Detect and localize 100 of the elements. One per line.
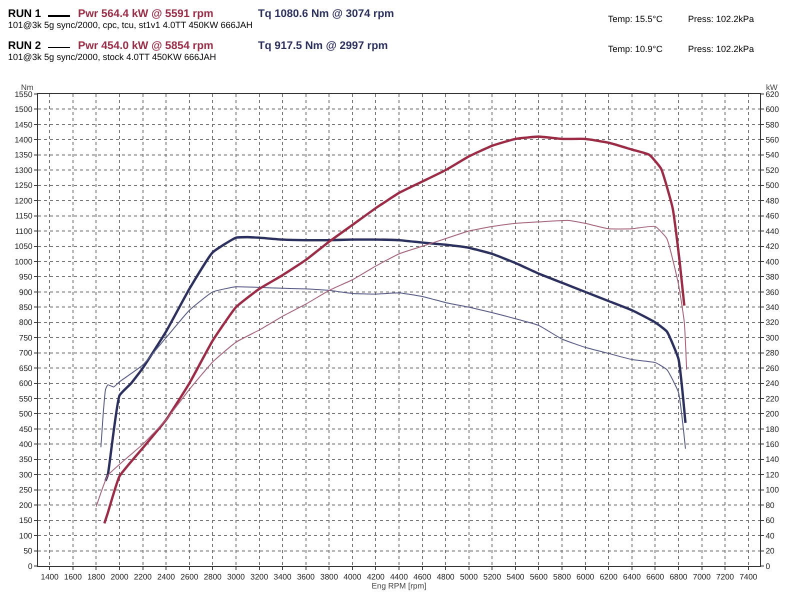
y-tick-label: 600 <box>19 379 33 388</box>
text: RUN 1 <box>8 8 42 20</box>
y2-tick-label: 620 <box>766 90 780 99</box>
y2-tick-label: 400 <box>766 257 780 266</box>
y-tick-label: 1400 <box>14 135 33 144</box>
text: Temp: 15.5°C <box>608 14 663 24</box>
y2-axis-title: kW <box>766 83 778 92</box>
y2-tick-label: 160 <box>766 440 780 449</box>
y-tick-label: 250 <box>19 486 33 495</box>
x-tick-label: 7200 <box>716 572 735 582</box>
x-tick-label: 6600 <box>646 572 665 582</box>
y-tick-label: 1250 <box>14 181 33 190</box>
y2-tick-label: 320 <box>766 318 780 328</box>
x-tick-label: 5400 <box>506 572 525 582</box>
y-tick-label: 350 <box>19 455 33 464</box>
y-tick-label: 850 <box>19 302 33 312</box>
y-axis-title: Nm <box>21 83 34 92</box>
y-tick-label: 1500 <box>14 105 33 114</box>
x-tick-label: 5200 <box>483 572 502 582</box>
text: Press: 102.2kPa <box>688 14 754 24</box>
y-tick-label: 950 <box>19 272 33 282</box>
y2-tick-label: 60 <box>766 516 776 526</box>
y2-tick-label: 540 <box>766 150 780 160</box>
y-tick-label: 700 <box>19 348 33 358</box>
text: Temp: 10.9°C <box>608 44 663 54</box>
text: Press: 102.2kPa <box>688 44 754 54</box>
y2-tick-label: 220 <box>766 394 780 404</box>
x-tick-label: 6000 <box>576 572 595 582</box>
y2-tick-label: 200 <box>766 410 780 419</box>
x-tick-label: 1600 <box>64 572 82 582</box>
y-tick-label: 100 <box>19 531 33 540</box>
x-tick-label: 7400 <box>739 572 758 582</box>
y2-tick-label: 300 <box>766 333 780 342</box>
x-tick-label: 5000 <box>460 572 478 582</box>
y-tick-label: 650 <box>19 364 33 373</box>
y2-tick-label: 360 <box>766 288 780 297</box>
y-tick-label: 1000 <box>14 257 33 266</box>
x-tick-label: 5600 <box>530 572 548 582</box>
y2-tick-label: 600 <box>766 105 780 114</box>
x-tick-label: 4400 <box>390 572 408 582</box>
x-tick-label: 2800 <box>204 572 222 582</box>
x-tick-label: 4600 <box>413 572 432 582</box>
x-tick-label: 2600 <box>180 572 199 582</box>
y-tick-label: 550 <box>19 394 33 404</box>
y2-tick-label: 520 <box>766 166 780 175</box>
y-tick-label: 1300 <box>14 166 33 175</box>
x-tick-label: 1400 <box>40 572 60 582</box>
y2-tick-label: 0 <box>766 562 771 571</box>
x-tick-label: 3000 <box>227 572 246 582</box>
y2-tick-label: 180 <box>766 424 780 434</box>
y-tick-label: 750 <box>19 333 33 342</box>
y-tick-label: 800 <box>19 318 33 328</box>
text: 101@3k 5g sync/2000, stock 4.0TT 450KW 666JAH <box>8 52 216 62</box>
y2-tick-label: 580 <box>766 120 780 130</box>
y-tick-label: 1050 <box>14 242 33 252</box>
y2-tick-label: 280 <box>766 348 780 358</box>
y2-tick-label: 380 <box>766 272 780 282</box>
y-tick-label: 1200 <box>14 196 33 206</box>
x-tick-label: 7000 <box>692 572 712 582</box>
x-tick-label: 6200 <box>600 572 618 582</box>
text: Pwr 564.4 kW @ 5591 rpm <box>78 8 214 20</box>
x-tick-label: 6800 <box>670 572 688 582</box>
y-tick-label: 1450 <box>14 120 33 130</box>
y2-tick-label: 340 <box>766 302 780 312</box>
y2-tick-label: 460 <box>766 212 780 221</box>
y2-tick-label: 20 <box>766 546 776 556</box>
x-tick-label: 2200 <box>134 572 152 582</box>
x-tick-label: 5800 <box>553 572 572 582</box>
x-tick-label: 2400 <box>157 572 176 582</box>
text: 101@3k 5g sync/2000, cpc, tcu, st1v1 4.0TT 450KW 666JAH <box>8 20 253 30</box>
x-tick-label: 3800 <box>320 572 339 582</box>
y-tick-label: 1350 <box>14 150 33 160</box>
y2-tick-label: 100 <box>766 486 780 495</box>
line-series <box>96 220 688 508</box>
line-series <box>104 236 687 482</box>
text: RUN 2 <box>8 40 42 52</box>
x-tick-label: 6400 <box>623 572 642 582</box>
line-series <box>103 135 686 525</box>
y2-tick-label: 500 <box>766 181 780 190</box>
y-tick-label: 450 <box>19 424 33 434</box>
y2-tick-label: 260 <box>766 364 780 373</box>
text: Pwr 454.0 kW @ 5854 rpm <box>78 40 214 52</box>
x-tick-label: 3200 <box>250 572 269 582</box>
y-tick-label: 500 <box>19 410 33 419</box>
x-axis-title: Eng RPM [rpm] <box>372 582 426 591</box>
y2-tick-label: 440 <box>766 226 780 236</box>
x-tick-label: 4200 <box>366 572 386 582</box>
x-tick-label: 1800 <box>87 572 106 582</box>
y2-tick-label: 240 <box>766 379 780 388</box>
y-tick-label: 300 <box>19 470 33 480</box>
y2-tick-label: 120 <box>766 470 780 480</box>
x-tick-label: 4800 <box>436 572 456 582</box>
x-tick-label: 2000 <box>110 572 129 582</box>
x-tick-label: 4000 <box>344 572 362 582</box>
y2-tick-label: 420 <box>766 242 780 252</box>
y2-tick-label: 560 <box>766 135 780 144</box>
y-tick-label: 200 <box>19 500 33 510</box>
y-tick-label: 50 <box>23 546 33 556</box>
text: Tq 1080.6 Nm @ 3074 rpm <box>258 8 394 20</box>
y2-tick-label: 140 <box>766 455 780 464</box>
